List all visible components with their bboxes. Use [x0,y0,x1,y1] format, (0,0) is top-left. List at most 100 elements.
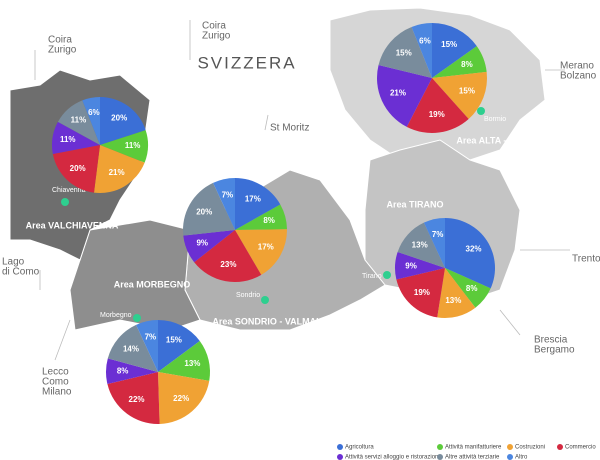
slice-label: 9% [405,262,417,271]
area-label: Area SONDRIO - VALMALENCO [212,316,347,326]
pie-slice [235,204,287,230]
pie-slice [105,358,158,385]
pie-slice [406,78,469,134]
legend-swatch [507,444,513,450]
pie-slice [437,268,476,318]
slice-label: 19% [414,288,430,297]
town-label: Chiavenna [52,187,86,194]
pie-slice [397,222,445,268]
pie-slice [107,324,158,372]
legend-label: Agricoltura [345,445,374,451]
pie-slice [52,121,100,154]
slice-label: 11% [125,141,141,150]
pie-slice [93,145,145,193]
slice-label: 32% [466,245,482,254]
legend-swatch [437,444,443,450]
place-label: Zurigo [48,45,77,56]
town-markers [61,107,485,322]
slice-label: 21% [109,168,125,177]
place-label: Coira [48,35,72,46]
town-label: Sondrio [236,292,260,299]
pie-slice [82,97,100,145]
pie-slice [423,218,445,268]
slice-label: 6% [419,36,431,45]
slice-label: 17% [258,242,274,251]
town-label: Morbegno [100,312,132,319]
pie-slice [158,320,200,372]
slice-label: 8% [117,367,129,376]
place-label: Bolzano [560,71,597,82]
town-label: Bormio [484,116,506,123]
slice-label: 22% [129,395,145,404]
legend-label: Altro [515,455,528,460]
pie-slice [213,178,235,230]
pie-slice [432,46,487,78]
legend-swatch [437,454,443,460]
legend-label: Attività manifatturiere [445,445,502,451]
pie-slice [432,71,487,119]
area-label: Area ALTA - VALTELLINA [456,135,564,145]
area-label: Area VALCHIAVENNA [26,220,119,230]
slice-label: 13% [184,359,200,368]
place-label: Coira [202,21,226,32]
slice-label: 15% [441,40,457,49]
slice-label: 8% [466,284,478,293]
pie-slice [158,341,210,381]
pie-slice [445,268,491,308]
pie-slice [100,97,146,145]
slice-label: 6% [88,108,100,117]
place-label: Milano [42,387,72,398]
slice-label: 13% [412,240,428,249]
pie-slice [432,23,477,78]
place-label: Trento [572,254,600,265]
town-label: Tirano [362,273,382,280]
place-label: Zurigo [202,31,231,42]
slice-label: 11% [60,135,76,144]
place-label: Bergamo [534,345,575,356]
pie-slice [378,26,432,78]
country-label: SVIZZERA [197,53,296,72]
slice-label: 20% [196,208,212,217]
slice-label: 7% [145,333,157,342]
legend-swatch [507,454,513,460]
pie-slice [183,230,235,263]
place-label: di Como [2,267,40,278]
pie-slice [376,65,432,127]
place-label: Lago [2,257,25,268]
place-label: St Moritz [270,123,309,134]
area-label: Area MORBEGNO [114,279,191,289]
slice-label: 11% [71,116,87,125]
pie-slice [100,130,148,163]
pie-slice [396,268,445,318]
pie-slice [235,178,281,230]
pie-slice [411,23,432,78]
legend-label: Altre attività terziarie [445,455,500,460]
legend-swatch [337,444,343,450]
slice-label: 23% [220,260,236,269]
area-label: Area TIRANO [386,199,443,209]
slice-label: 13% [445,296,461,305]
legend-label: Commercio [565,445,596,451]
pie-slice [394,251,445,280]
slice-label: 8% [263,216,275,225]
place-label: Lecco [42,367,69,378]
slice-label: 22% [173,394,189,403]
legend-swatch [557,444,563,450]
slice-label: 20% [111,114,127,123]
slice-label: 15% [166,336,182,345]
place-label: Merano [560,61,594,72]
slice-label: 15% [459,86,475,95]
place-label: Brescia [534,335,568,346]
pie-slice [52,145,100,193]
place-label: Como [42,377,69,388]
slice-label: 17% [245,195,261,204]
legend-swatch [337,454,343,460]
slice-label: 7% [222,191,234,200]
slice-label: 14% [123,344,139,353]
slice-label: 8% [461,60,473,69]
pie-slice [107,372,160,424]
slice-label: 21% [390,89,406,98]
slice-label: 15% [396,49,412,58]
slice-label: 7% [432,230,444,239]
